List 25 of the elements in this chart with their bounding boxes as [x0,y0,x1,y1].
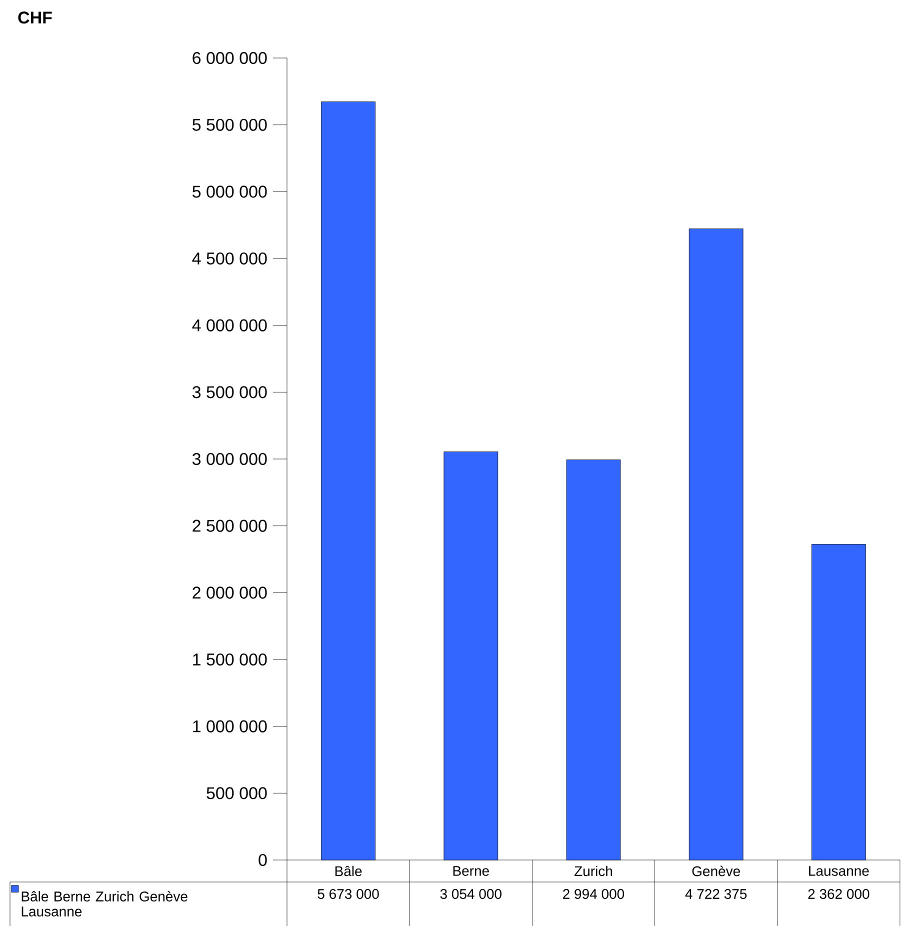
y-tick-label: 0 [258,854,267,866]
legend-label: Bâle Berne Zurich Genève Lausanne [22,890,188,916]
y-tick-label: 2 500 000 [192,520,267,532]
data-label: 4 722 375 [685,889,747,899]
x-tick-label: Bâle [335,866,362,876]
y-tick-label: 5 500 000 [192,118,267,131]
data-label: 2 362 000 [808,889,870,899]
y-tick-label: 5 000 000 [192,186,267,198]
y-tick-label: 1 500 000 [193,653,267,666]
y-tick-label: 500 000 [206,787,267,800]
x-tick-label: Lausanne [809,866,869,876]
x-tick-label: Berne [453,866,489,876]
data-label: 2 994 000 [563,889,624,899]
data-label: 3 054 000 [440,889,502,899]
y-tick-label: 3 500 000 [192,386,267,398]
y-tick-label: 3 000 000 [192,452,267,466]
y-tick-label: 6 000 000 [192,52,267,64]
x-tick-label: Zurich [574,866,612,876]
y-tick-label: 4 500 000 [192,252,267,265]
y-tick-label: 1 000 000 [193,720,267,732]
text: CHF [18,12,52,24]
y-tick-label: 4 000 000 [192,319,267,332]
data-label: 5 673 000 [318,889,379,899]
x-tick-label: Genève [692,866,740,876]
y-tick-label: 2 000 000 [192,586,267,599]
